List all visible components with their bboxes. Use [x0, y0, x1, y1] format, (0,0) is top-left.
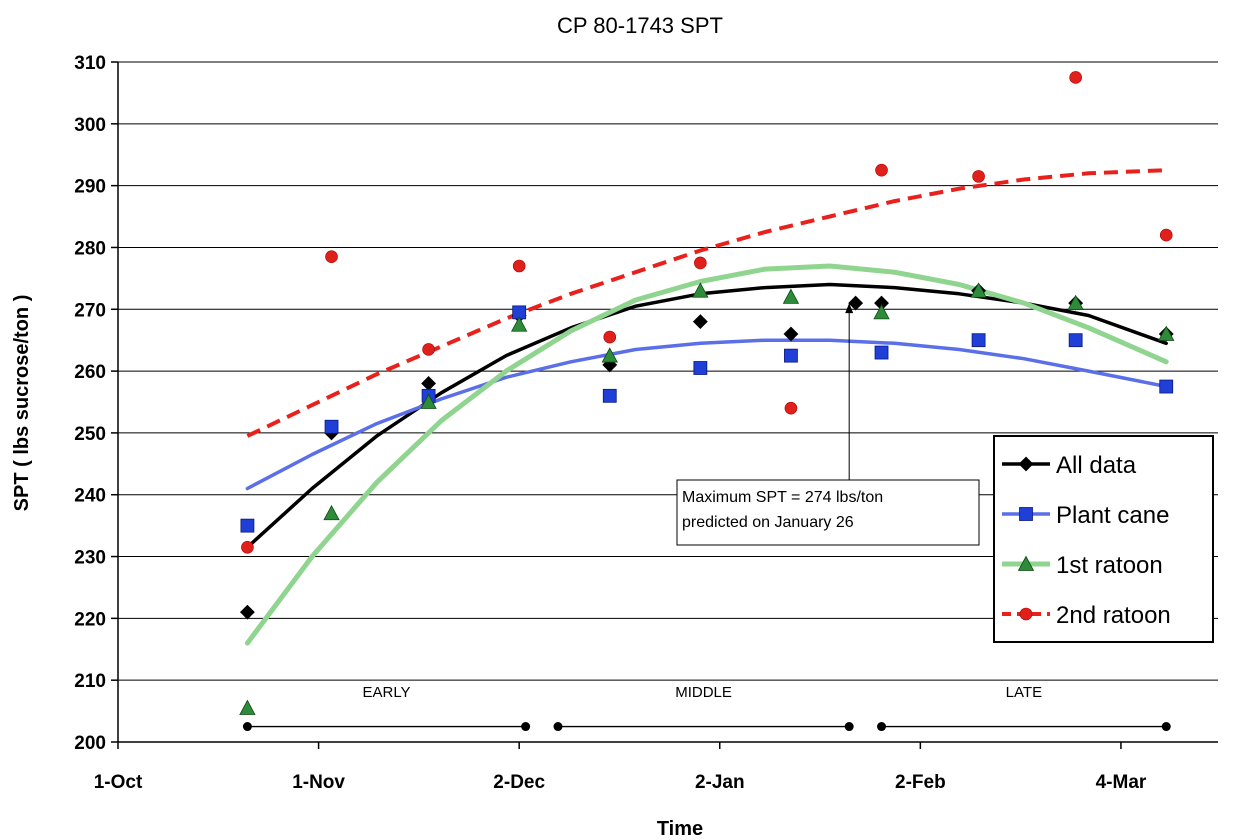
data-point — [603, 330, 617, 344]
data-point — [422, 343, 435, 356]
annotation-text: Maximum SPT = 274 lbs/ton — [682, 489, 883, 506]
legend-label: 1st ratoon — [1056, 552, 1163, 579]
data-point — [602, 388, 617, 403]
data-point — [972, 170, 985, 183]
data-point — [1159, 228, 1173, 242]
data-point — [875, 163, 888, 177]
x-tick-label: 2-Jan — [695, 772, 745, 793]
trend-line — [245, 338, 1168, 491]
x-tick-label: 2-Dec — [493, 772, 545, 793]
y-tick-label: 310 — [74, 53, 106, 74]
y-tick-label: 250 — [74, 424, 106, 445]
data-point — [1067, 294, 1084, 310]
legend-label: 2nd ratoon — [1056, 602, 1171, 629]
data-points — [239, 71, 1175, 715]
y-axis-title: SPT ( lbs sucrose/ton ) — [11, 295, 33, 512]
gridlines — [118, 61, 1218, 681]
data-point — [693, 361, 708, 375]
legend-label: All data — [1056, 452, 1137, 479]
trend-line — [246, 168, 1167, 438]
phase-label: EARLY — [362, 684, 410, 701]
data-point — [601, 347, 618, 363]
data-point — [783, 326, 799, 342]
legend-swatch-marker — [1018, 456, 1034, 472]
data-point — [511, 316, 528, 332]
y-tick-label: 300 — [74, 115, 106, 136]
legend-swatch-marker — [1019, 507, 1033, 521]
phase-start-dot — [242, 722, 252, 732]
y-tick-label: 210 — [74, 671, 106, 692]
x-axis-title: Time — [657, 818, 703, 840]
data-point — [692, 282, 709, 298]
data-point — [1158, 325, 1175, 341]
phase-end-dot — [521, 722, 531, 732]
phase-start-dot — [877, 722, 887, 732]
data-point — [323, 504, 340, 521]
legend-swatch-marker — [1019, 607, 1033, 621]
data-point — [420, 393, 437, 409]
data-point — [782, 288, 800, 304]
data-point — [1159, 379, 1174, 394]
data-point — [694, 256, 707, 270]
data-point — [1069, 71, 1082, 84]
x-tick-label: 1-Oct — [94, 772, 143, 793]
data-point — [512, 259, 526, 273]
annotation-text: predicted on January 26 — [682, 514, 854, 531]
data-point — [692, 314, 708, 330]
annotation: Maximum SPT = 274 lbs/ton predicted on Ja… — [676, 303, 980, 546]
axes — [117, 62, 1218, 743]
annotation-arrow-head — [845, 303, 854, 314]
x-axis-ticks: 1-Oct 1-Nov 2-Dec 2-Jan 2-Feb 4-Mar — [94, 742, 1147, 793]
data-point — [241, 540, 254, 554]
data-point — [784, 401, 798, 415]
data-point — [239, 699, 256, 715]
phase-start-dot — [553, 722, 563, 732]
x-tick-label: 4-Mar — [1096, 772, 1147, 793]
phase-label: MIDDLE — [675, 684, 732, 701]
data-point — [421, 376, 437, 391]
data-point — [325, 250, 338, 264]
legend-swatch-marker — [1017, 555, 1035, 571]
chart-title: CP 80-1743 SPT — [557, 13, 723, 38]
legend-label: Plant cane — [1056, 502, 1169, 529]
data-point — [324, 419, 339, 434]
data-point — [240, 518, 255, 533]
data-point — [971, 333, 986, 348]
y-tick-label: 270 — [74, 300, 106, 321]
data-point — [1068, 333, 1083, 348]
data-point — [239, 604, 255, 620]
y-tick-label: 240 — [74, 486, 106, 507]
y-tick-label: 260 — [74, 362, 106, 383]
phase-end-dot — [1161, 722, 1171, 732]
x-tick-label: 2-Feb — [895, 772, 946, 793]
phase-end-dot — [844, 722, 854, 732]
data-point — [848, 295, 864, 311]
y-tick-label: 290 — [74, 177, 106, 198]
y-tick-label: 220 — [74, 609, 106, 630]
data-point — [784, 348, 798, 363]
annotation-box — [676, 479, 980, 546]
y-tick-label: 230 — [74, 548, 106, 569]
legend-box — [993, 435, 1214, 643]
y-tick-label: 280 — [74, 238, 106, 259]
legend: All data Plant cane 1st ratoon 2nd ratoon — [993, 435, 1214, 643]
y-tick-label: 200 — [74, 733, 106, 754]
data-point — [970, 282, 987, 298]
trend-line — [244, 263, 1169, 646]
x-tick-label: 1-Nov — [292, 772, 345, 793]
y-axis-ticks: 200 210 220 230 240 250 260 270 280 290 300 310 — [74, 53, 118, 754]
phase-label: LATE — [1006, 684, 1042, 701]
data-point — [874, 345, 889, 360]
data-point — [873, 304, 890, 320]
season-phases: EARLY MIDDLE LATE — [242, 684, 1171, 732]
